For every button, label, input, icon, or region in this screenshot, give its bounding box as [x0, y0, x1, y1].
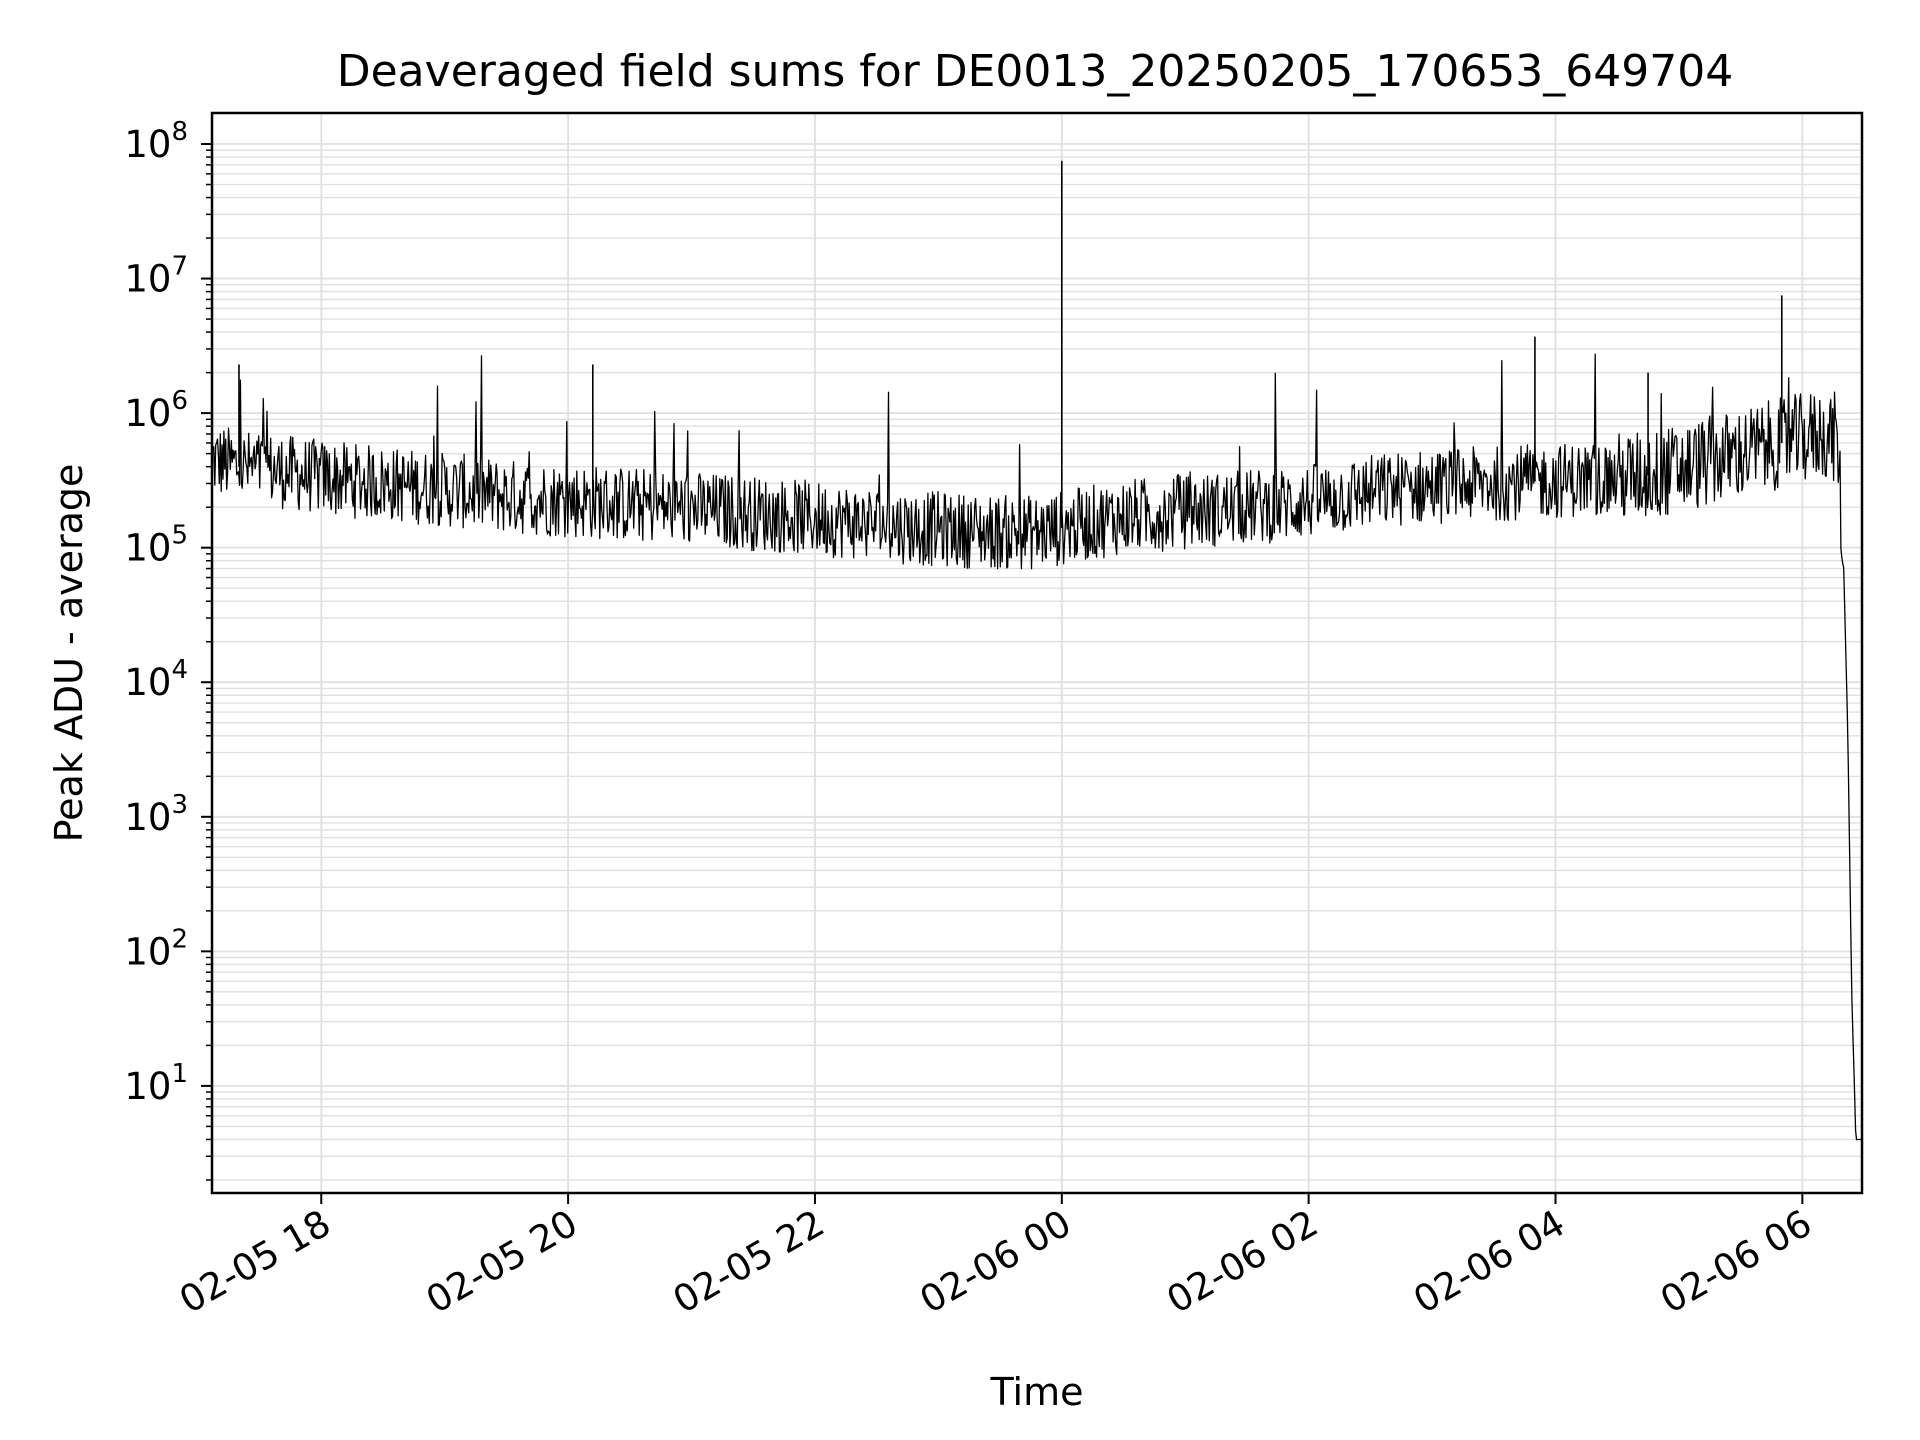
plot-frame: [210, 111, 1864, 1195]
series-line: [211, 160, 1862, 1141]
y-tick-label: 103: [124, 790, 188, 839]
grid: [212, 113, 1862, 1193]
y-tick-label: 106: [124, 386, 188, 435]
y-axis-label: Peak ADU - average: [47, 464, 91, 843]
y-tick-label: 101: [124, 1059, 188, 1108]
series-path: [211, 353, 1862, 1141]
chart-title: Deaveraged field sums for DE0013_2025020…: [337, 46, 1734, 97]
y-tick-label: 102: [124, 924, 188, 973]
y-tick-label: 105: [124, 521, 188, 570]
y-tick-label: 107: [124, 252, 188, 301]
x-axis-label: Time: [990, 1370, 1084, 1414]
y-tick-label: 104: [124, 655, 188, 704]
y-axis: 101 102 103 104 105 106 107 108: [124, 117, 212, 1181]
y-tick-label: 108: [124, 117, 188, 166]
